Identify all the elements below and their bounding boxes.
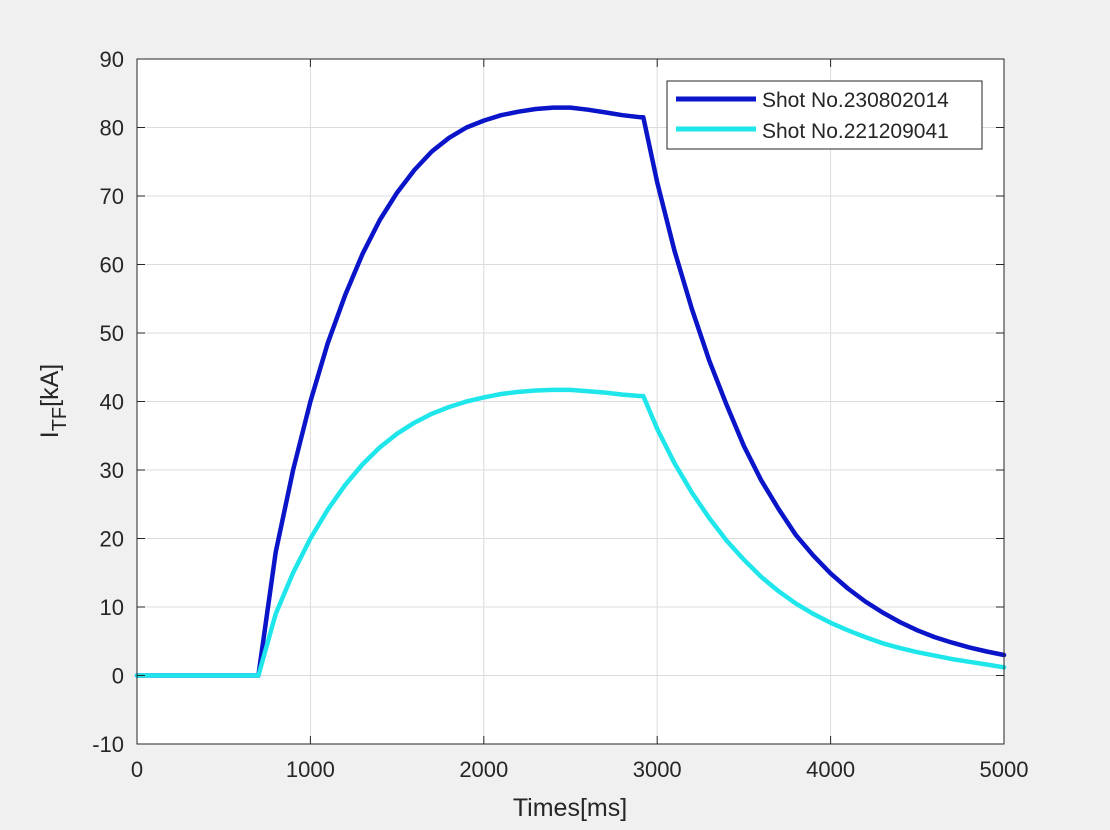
legend-label-series-1: Shot No.230802014 [762,89,949,112]
y-axis-label-main: I [36,431,64,438]
series-line-1 [134,105,1007,678]
y-tick-label: 70 [100,184,124,209]
x-tick-label: 1000 [286,757,335,782]
x-tick-label: 5000 [980,757,1029,782]
legend-box [666,80,983,150]
x-tick-label: 2000 [459,757,508,782]
x-tick-label: 4000 [806,757,855,782]
y-axis-label-subscript: TF [49,407,71,431]
y-tick-label: 40 [100,390,124,415]
y-axis-label: ITF[kA] [36,364,71,438]
y-tick-label: 80 [100,116,124,141]
tick-labels: 0 1000 2000 3000 4000 5000 -10 0 10 20 30 40 50 60 70 8… [92,47,1028,782]
y-tick-label: 10 [100,595,124,620]
y-tick-label: 30 [100,458,124,483]
y-tick-label: -10 [92,732,124,757]
y-axis-label-unit: [kA] [36,364,64,407]
x-tick-label: 3000 [633,757,682,782]
legend-label-series-2: Shot No.221209041 [762,120,949,143]
series-layer [134,105,1007,678]
y-tick-label: 20 [100,527,124,552]
y-tick-label: 60 [100,253,124,278]
legend: Shot No.230802014 Shot No.221209041 [666,80,983,150]
y-tick-label: 50 [100,321,124,346]
series-line-2 [134,387,1007,678]
grid-lines [137,59,1004,744]
y-tick-label: 90 [100,47,124,72]
axis-ticks [136,58,1005,745]
y-tick-label: 0 [112,664,124,689]
x-axis-label: Times[ms] [513,794,627,822]
x-tick-label: 0 [131,757,143,782]
